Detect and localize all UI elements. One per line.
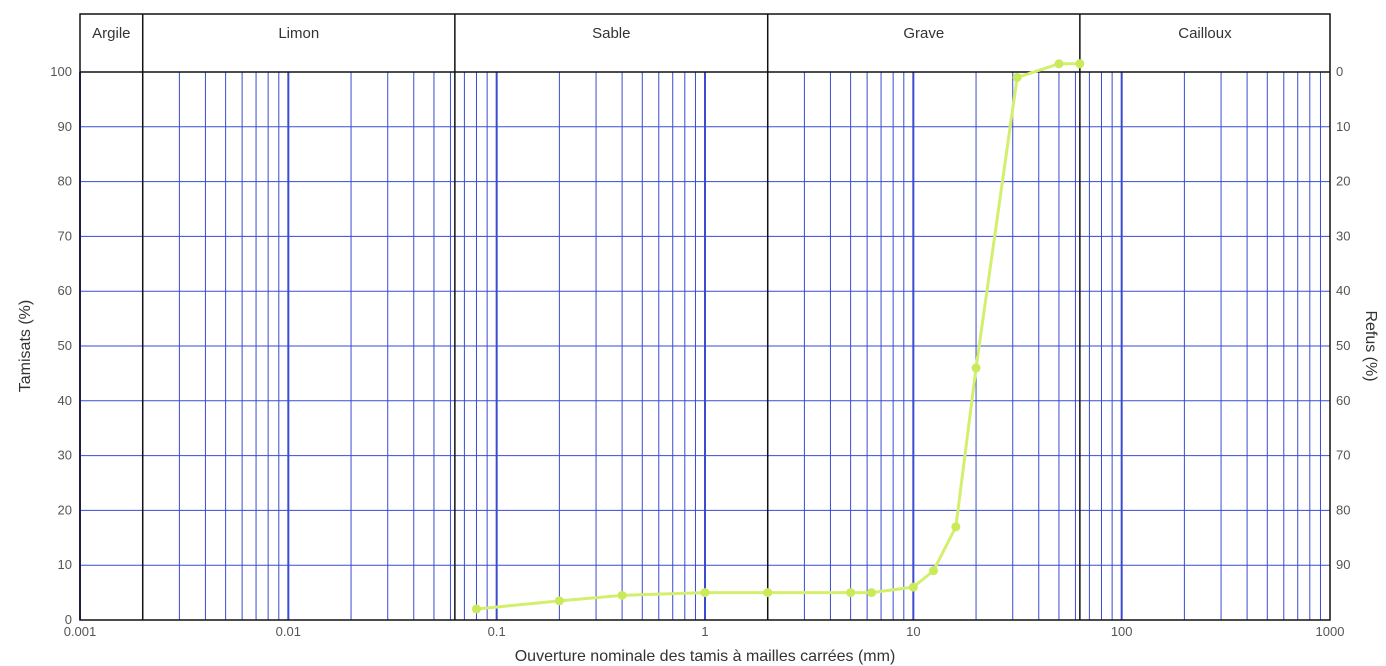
y2-axis-title: Refus (%) [1362, 310, 1379, 381]
y2-tick-label: 90 [1336, 557, 1350, 572]
y-tick-label: 100 [50, 64, 72, 79]
y-axis-ticks: 0 10 20 30 40 50 60 70 80 90 100 [50, 64, 72, 627]
y-tick-label: 60 [58, 283, 72, 298]
y-tick-label: 10 [58, 557, 72, 572]
y2-tick-label: 70 [1336, 448, 1350, 463]
grid [79, 71, 1330, 621]
soil-class-label: Argile [92, 25, 130, 42]
data-point [951, 522, 961, 532]
soil-class-label: Sable [592, 25, 630, 42]
y-tick-label: 80 [58, 174, 72, 189]
data-point [1075, 59, 1085, 69]
y2-axis-ticks: 0 10 20 30 40 50 60 70 80 90 [1336, 64, 1350, 572]
x-tick-label: 0.01 [276, 624, 301, 639]
y-tick-label: 70 [58, 228, 72, 243]
soil-class-label: Cailloux [1178, 25, 1232, 42]
data-point [1054, 59, 1064, 69]
x-tick-label: 1000 [1316, 624, 1345, 639]
soil-class-header: Argile Limon Sable Grave Cailloux [92, 14, 1232, 620]
y2-tick-label: 50 [1336, 338, 1350, 353]
y2-tick-label: 30 [1336, 228, 1350, 243]
x-axis-title: Ouverture nominale des tamis à mailles c… [515, 648, 896, 665]
series-line [476, 62, 1080, 611]
y2-tick-label: 40 [1336, 283, 1350, 298]
soil-class-label: Limon [278, 25, 319, 42]
frame-border [79, 13, 1331, 621]
y2-tick-label: 20 [1336, 174, 1350, 189]
y2-tick-label: 60 [1336, 393, 1350, 408]
data-point [554, 596, 564, 606]
y-tick-label: 30 [58, 448, 72, 463]
data-point [971, 363, 981, 373]
x-tick-label: 1 [701, 624, 708, 639]
y-axis-title: Tamisats (%) [17, 300, 34, 392]
y2-tick-label: 10 [1336, 119, 1350, 134]
x-axis-ticks: 0.001 0.01 0.1 1 10 100 1000 [64, 624, 1345, 639]
data-point [617, 590, 627, 600]
y2-tick-label: 0 [1336, 64, 1343, 79]
y2-tick-label: 80 [1336, 502, 1350, 517]
y-tick-label: 90 [58, 119, 72, 134]
data-point [471, 604, 481, 614]
data-point [1012, 72, 1022, 82]
data-point [929, 566, 939, 576]
plot-frame [79, 13, 1331, 621]
y-tick-label: 40 [58, 393, 72, 408]
data-point [908, 582, 918, 592]
series [471, 59, 1085, 614]
soil-class-label: Grave [903, 25, 944, 42]
y-tick-label: 20 [58, 502, 72, 517]
data-point [867, 588, 877, 598]
data-point [763, 588, 773, 598]
x-tick-label: 0.001 [64, 624, 97, 639]
x-tick-label: 100 [1111, 624, 1133, 639]
y-tick-label: 50 [58, 338, 72, 353]
x-tick-label: 10 [906, 624, 920, 639]
x-tick-label: 0.1 [488, 624, 506, 639]
data-point [700, 588, 710, 598]
y-tick-label: 0 [65, 612, 72, 627]
data-point [846, 588, 856, 598]
